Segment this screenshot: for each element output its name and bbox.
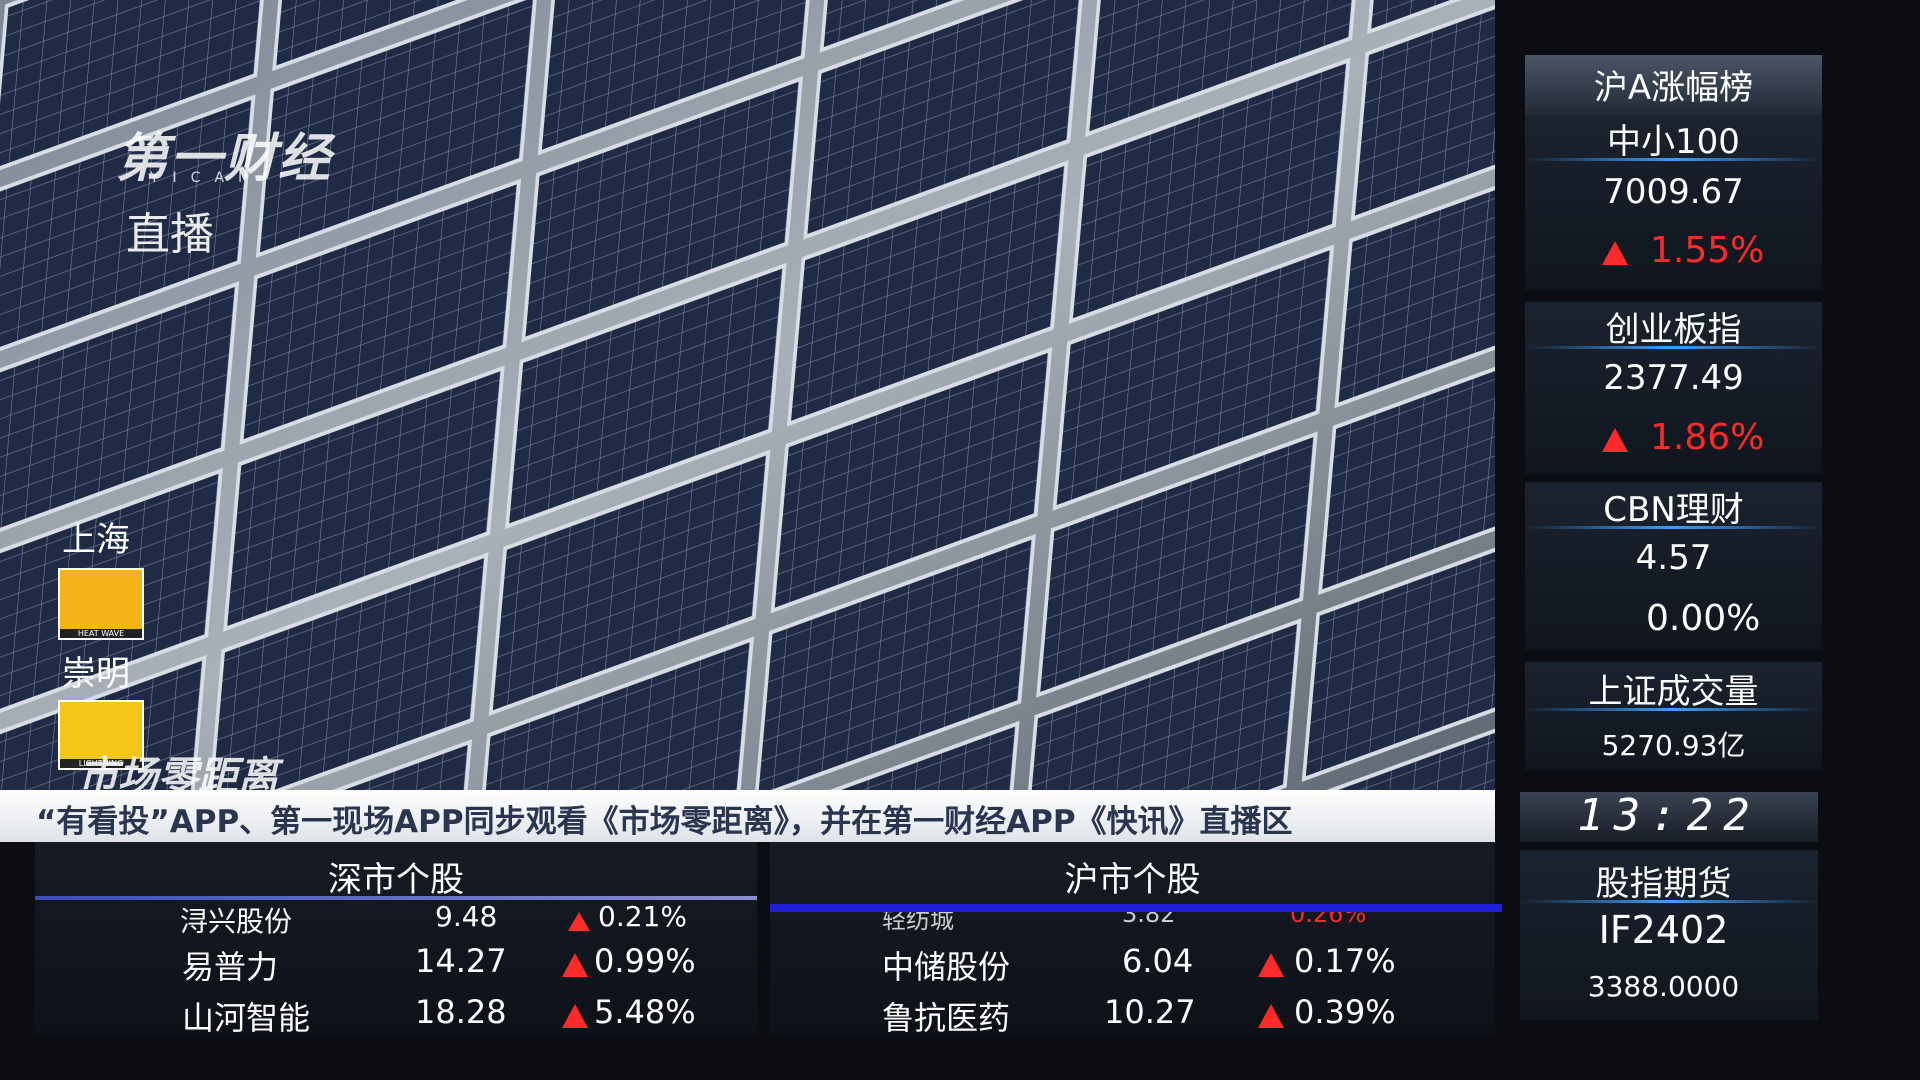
live-label: 直播: [126, 209, 214, 260]
stock-name: 浔兴股份: [180, 905, 293, 938]
video-background: [0, 0, 1495, 790]
stock-change: 0.26%: [1290, 912, 1367, 928]
index-value: 2377.49: [1603, 358, 1744, 398]
index-block: [1525, 302, 1822, 474]
index-block: [1525, 115, 1822, 290]
warning-label: HEAT WAVE: [60, 629, 142, 638]
panel-title: 沪市个股: [1064, 860, 1201, 900]
futures-name: 股指期货: [1595, 864, 1732, 904]
logo-sub: YICAI: [150, 170, 257, 186]
stock-change: 0.21%: [598, 900, 687, 933]
futures-value: 3388.0000: [1587, 970, 1740, 1003]
up-arrow: [1258, 953, 1284, 977]
stock-price: 14.27: [415, 942, 507, 980]
ticker-bar: “有看投”APP、第一现场APP同步观看《市场零距离》，并在第一财经APP《快讯…: [0, 790, 1495, 842]
up-arrow: [562, 1004, 588, 1028]
weather-location: 崇明: [62, 654, 130, 694]
futures-code: IF2402: [1598, 908, 1729, 952]
stock-name: 轻纺城: [882, 912, 954, 932]
logo: 第一财经: [116, 129, 333, 189]
futures-block: [1520, 850, 1818, 1020]
stock-price: 3.82: [1122, 912, 1176, 928]
scroll-row: 轻纺城 3.82 0.26%: [770, 912, 1495, 932]
separator: [1525, 526, 1822, 529]
ticker-text: “有看投”APP、第一现场APP同步观看《市场零距离》，并在第一财经APP《快讯…: [36, 804, 1293, 840]
index-name: 创业板指: [1605, 310, 1742, 350]
panel-title: 深市个股: [328, 860, 464, 900]
clock: 13:22: [1577, 790, 1760, 841]
up-arrow: [568, 912, 590, 931]
index-value: 4.57: [1635, 538, 1712, 578]
index-block: [1525, 482, 1822, 650]
weather-location: 上海: [62, 520, 130, 560]
stock-price: 6.04: [1122, 942, 1194, 980]
index-change: 0.00%: [1646, 598, 1761, 639]
sz-panel: 深市个股: [35, 842, 757, 1035]
stock-change: 0.17%: [1294, 942, 1396, 980]
stock-change: 0.39%: [1294, 993, 1396, 1031]
warning-label: LIGHTNING: [60, 759, 142, 768]
separator: [1525, 708, 1822, 711]
volume-value: 5270.93亿: [1601, 729, 1746, 762]
panel-rule: [35, 896, 757, 900]
stock-name: 鲁抗医药: [882, 999, 1011, 1037]
sidebar-header: [1525, 55, 1822, 115]
clock-box: [1520, 792, 1818, 842]
stock-change: 5.48%: [594, 993, 696, 1031]
stock-price: 18.28: [415, 993, 507, 1031]
separator: [1520, 900, 1818, 903]
index-name: 中小100: [1607, 122, 1740, 162]
panel-rule: [770, 904, 1502, 912]
sh-panel: 沪市个股 轻纺城 3.82 0.26%: [770, 842, 1502, 1035]
sidebar-title: 沪A涨幅榜: [1593, 68, 1754, 108]
stock-price: 9.48: [435, 900, 498, 933]
stock-name: 山河智能: [182, 999, 311, 1037]
index-value: 7009.67: [1603, 172, 1744, 212]
up-arrow: [1602, 241, 1628, 265]
stock-price: 10.27: [1104, 993, 1196, 1031]
index-name: CBN理财: [1603, 490, 1744, 530]
index-change: 1.86%: [1650, 417, 1765, 458]
weather-icon: HEAT WAVE: [58, 568, 144, 640]
volume-block: [1525, 662, 1822, 770]
weather-icon: LIGHTNING: [58, 700, 144, 770]
stock-name: 中储股份: [882, 948, 1011, 986]
stock-name: 易普力: [182, 948, 279, 986]
stock-change: 0.99%: [594, 942, 696, 980]
separator: [1525, 158, 1822, 161]
up-arrow: [1258, 1004, 1284, 1028]
index-change: 1.55%: [1650, 230, 1765, 271]
volume-name: 上证成交量: [1588, 672, 1759, 712]
separator: [1525, 346, 1822, 349]
up-arrow: [1602, 428, 1628, 452]
up-arrow: [562, 953, 588, 977]
